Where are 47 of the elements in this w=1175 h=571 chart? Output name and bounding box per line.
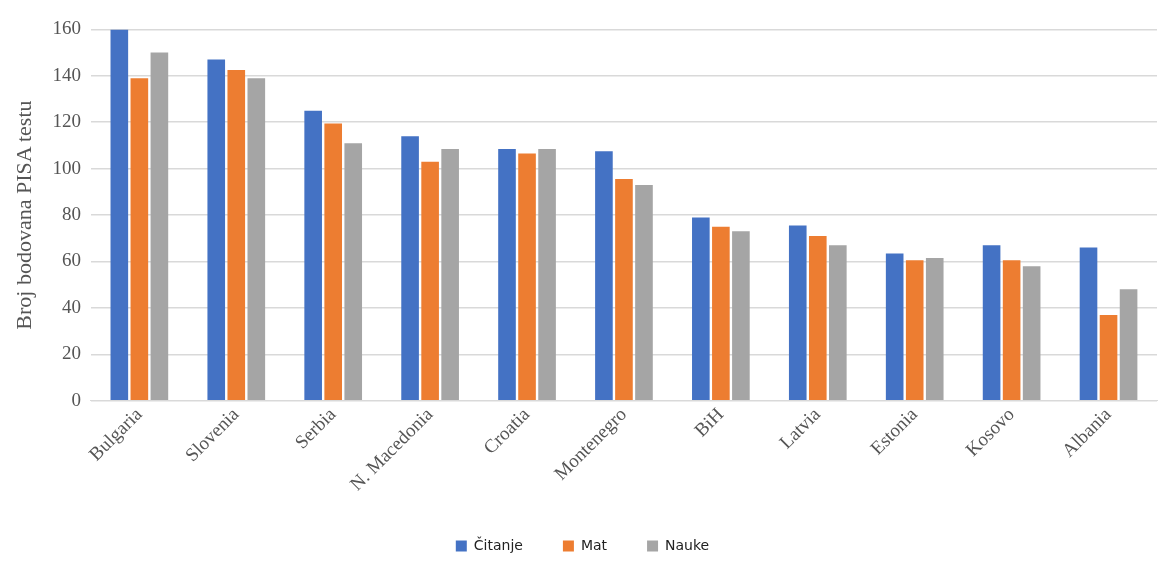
bar [712, 226, 730, 401]
y-tick-label: 120 [52, 110, 81, 132]
y-tick-label: 160 [52, 17, 81, 39]
legend-label: Čitanje [473, 535, 523, 553]
bar [207, 59, 226, 401]
bar [344, 143, 363, 401]
bar [247, 78, 266, 401]
bar [1022, 266, 1041, 401]
bar [788, 225, 807, 401]
bar [130, 78, 149, 401]
bar [110, 29, 129, 401]
bar [227, 70, 246, 401]
y-tick-label: 40 [61, 295, 81, 317]
bar [518, 153, 536, 401]
bar [905, 260, 924, 401]
bar [615, 179, 633, 401]
bar [925, 258, 944, 401]
bar [885, 253, 904, 401]
bar [732, 231, 750, 401]
bar [595, 151, 613, 401]
y-tick-label: 140 [52, 63, 81, 85]
y-axis-title: Broj bodovana PISA testu [10, 100, 36, 330]
y-tick-label: 20 [61, 342, 81, 364]
bar [829, 245, 847, 401]
bar [1079, 247, 1098, 401]
y-tick-label: 60 [61, 249, 81, 271]
bar [324, 123, 343, 401]
bar [150, 52, 169, 401]
y-tick-label: 0 [71, 388, 81, 410]
legend-label: Mat [580, 536, 608, 553]
bar [1119, 289, 1138, 401]
bar [538, 148, 556, 401]
y-tick-label: 100 [52, 156, 81, 178]
bar [401, 136, 419, 401]
bar [1002, 260, 1021, 401]
bar [808, 235, 827, 401]
bar [304, 110, 322, 401]
bar [421, 161, 439, 401]
legend-label: Nauke [665, 536, 710, 553]
bar [498, 148, 516, 401]
bar [982, 245, 1001, 401]
bar [1099, 314, 1118, 401]
bar [441, 148, 459, 401]
x-tick-label: BiH [689, 403, 728, 441]
y-tick-label: 80 [61, 203, 81, 225]
bar [635, 184, 653, 401]
bar [692, 217, 710, 401]
